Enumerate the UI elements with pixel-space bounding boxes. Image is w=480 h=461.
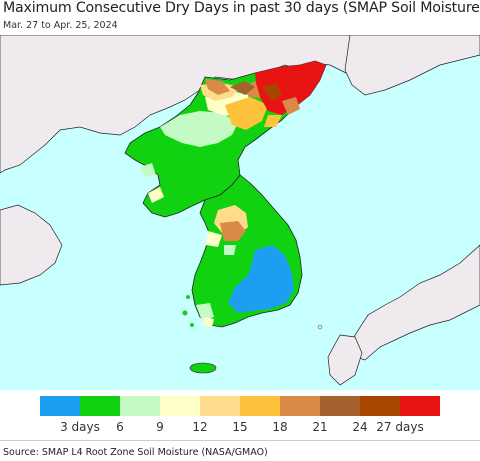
- jeju-island: [189, 362, 217, 374]
- russia-landmass: [344, 35, 480, 96]
- legend-swatch: [400, 396, 440, 416]
- dry-days-map: [0, 35, 480, 390]
- legend-swatch: [240, 396, 280, 416]
- legend-swatch: [120, 396, 160, 416]
- legend-tick-label: 9: [156, 420, 164, 434]
- legend-tick-label: 24: [352, 420, 367, 434]
- color-legend: 3 days 6 9 12 15 18 21 24 27 days: [40, 396, 440, 434]
- legend-tick-label: 27 days: [376, 420, 423, 434]
- legend-tick-label: 21: [312, 420, 327, 434]
- legend-tick-label: 6: [116, 420, 124, 434]
- footer: Source: SMAP L4 Root Zone Soil Moisture …: [0, 440, 480, 461]
- legend-swatch: [40, 396, 80, 416]
- source-note: Source: SMAP L4 Root Zone Soil Moisture …: [3, 447, 268, 458]
- legend-tick-label: 3 days: [60, 420, 100, 434]
- china-coast-south: [0, 204, 63, 286]
- map-title: Maximum Consecutive Dry Days in past 30 …: [3, 0, 480, 16]
- japan-kyushu: [327, 334, 363, 386]
- date-range: Mar. 27 to Apr. 25, 2024: [3, 20, 118, 31]
- legend-swatch: [160, 396, 200, 416]
- legend-tick-label: 18: [272, 420, 287, 434]
- legend-swatch: [200, 396, 240, 416]
- legend-swatch: [280, 396, 320, 416]
- legend-swatch: [320, 396, 360, 416]
- legend-swatch: [360, 396, 400, 416]
- legend-tick-label: 12: [192, 420, 207, 434]
- legend-swatch: [80, 396, 120, 416]
- legend-tick-label: 15: [232, 420, 247, 434]
